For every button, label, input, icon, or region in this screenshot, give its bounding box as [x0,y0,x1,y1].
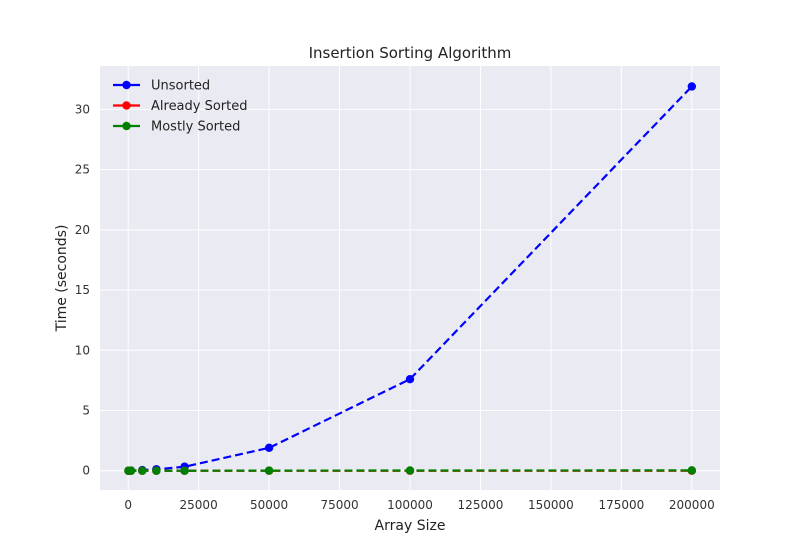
legend-marker [122,121,131,131]
x-tick-label: 25000 [180,498,218,512]
series-mostly-sorted [124,466,697,475]
data-point-mostly-sorted [126,466,136,475]
x-tick-label: 100000 [387,498,433,512]
data-point-mostly-sorted [264,466,274,475]
x-axis-title: Array Size [375,518,446,534]
y-tick-label: 10 [75,343,90,357]
x-tick-label: 50000 [250,498,288,512]
legend-label: Already Sorted [151,99,248,114]
data-point-mostly-sorted [405,466,415,475]
x-tick-label: 0 [124,498,132,512]
legend-item-already-sorted: Already Sorted [113,99,248,114]
chart-title: Insertion Sorting Algorithm [309,44,512,62]
y-tick-label: 25 [75,163,90,177]
x-tick-label: 175000 [598,498,644,512]
x-tick-label: 150000 [528,498,574,512]
legend-label: Mostly Sorted [151,120,240,135]
y-tick-label: 0 [82,464,90,478]
data-point-unsorted [687,82,697,91]
y-tick-label: 30 [75,102,90,116]
tick-labels: 0 25000 50000 75000 100000 125000 150000 175000… [75,102,715,512]
data-point-mostly-sorted [687,466,697,475]
data-point-mostly-sorted [152,466,161,475]
legend: Unsorted Already Sorted Mostly Sorted [113,79,248,135]
legend-marker [122,101,131,110]
x-tick-label: 75000 [320,498,358,512]
y-axis-title: Time (seconds) [54,225,70,333]
legend-item-unsorted: Unsorted [113,79,210,94]
data-point-mostly-sorted [180,466,189,475]
data-point-unsorted [405,374,415,384]
y-tick-label: 5 [82,404,90,418]
legend-marker [122,80,131,90]
x-tick-label: 200000 [669,498,715,512]
series-lines [124,82,697,475]
y-tick-label: 20 [75,223,90,237]
legend-label: Unsorted [151,79,210,94]
data-point-unsorted [264,443,274,453]
y-tick-label: 15 [75,283,90,297]
data-point-mostly-sorted [138,466,147,475]
legend-item-mostly-sorted: Mostly Sorted [113,120,240,135]
x-tick-label: 125000 [458,498,504,512]
